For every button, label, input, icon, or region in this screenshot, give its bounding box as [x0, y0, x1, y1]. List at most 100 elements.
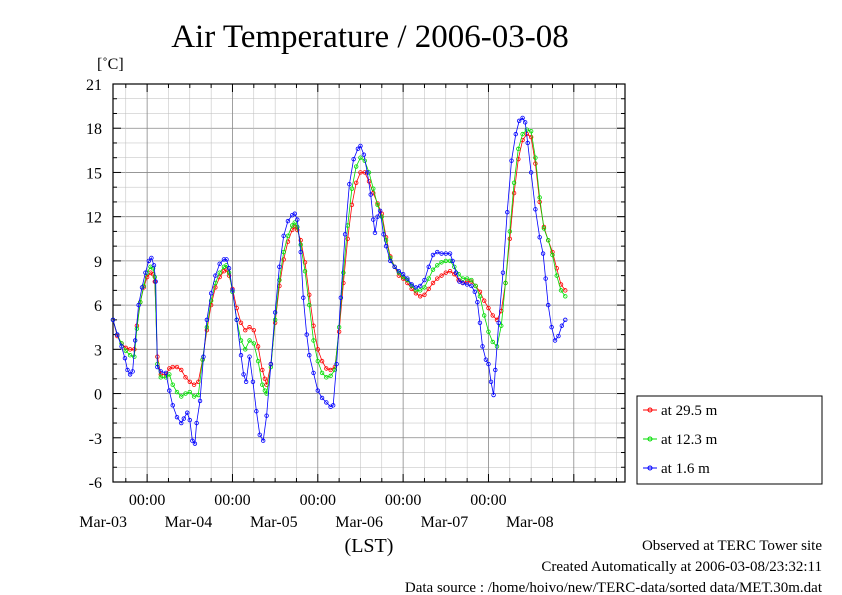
data-point	[119, 341, 124, 346]
data-point	[358, 155, 363, 160]
data-point	[260, 438, 266, 443]
data-point	[204, 317, 210, 323]
series-3	[110, 115, 568, 446]
data-point	[533, 207, 538, 212]
data-point	[464, 279, 470, 284]
data-point	[361, 152, 367, 157]
data-point	[342, 232, 348, 237]
data-point	[153, 279, 158, 284]
data-point	[238, 320, 244, 325]
legend-box	[636, 395, 823, 485]
data-point	[285, 233, 291, 239]
data-point	[167, 388, 172, 393]
data-point	[130, 369, 135, 374]
data-point	[170, 382, 175, 387]
data-point	[281, 249, 286, 255]
data-point	[136, 302, 141, 308]
data-point	[174, 389, 180, 395]
data-point	[546, 238, 551, 243]
data-point	[418, 294, 423, 299]
data-point	[194, 420, 199, 426]
data-point	[503, 280, 508, 286]
data-point	[396, 273, 402, 278]
data-point	[426, 286, 431, 292]
data-point	[127, 347, 133, 352]
data-point	[550, 252, 555, 258]
data-point	[304, 332, 309, 337]
data-point	[234, 317, 239, 323]
data-point	[144, 274, 150, 280]
data-point	[452, 264, 457, 269]
data-point	[507, 229, 512, 234]
x-tick-date-label: Mar-04	[165, 514, 213, 531]
data-point	[217, 270, 222, 275]
data-point	[241, 372, 246, 377]
data-point	[191, 382, 197, 387]
legend-entries: at 29.5 m at 12.3 m at 1.6 m	[643, 403, 718, 477]
data-point	[260, 367, 265, 373]
data-point	[546, 302, 551, 308]
data-point	[371, 217, 376, 222]
x-tick-date-label: Mar-07	[421, 514, 469, 531]
data-point	[409, 282, 414, 287]
data-point	[185, 410, 190, 415]
data-point	[354, 180, 359, 185]
data-point	[418, 288, 423, 293]
data-point	[191, 394, 197, 399]
data-point	[383, 243, 389, 249]
data-point	[375, 202, 380, 208]
grid-lines	[113, 83, 625, 483]
data-point	[430, 280, 436, 286]
data-point	[272, 310, 278, 315]
data-point	[477, 294, 483, 299]
data-point	[499, 323, 504, 328]
y-tick-label: 21	[86, 77, 102, 94]
data-point	[149, 255, 154, 261]
data-point	[439, 251, 444, 256]
data-point	[558, 288, 564, 293]
x-tick-date-label: Mar-05	[250, 514, 298, 531]
data-point	[377, 208, 383, 213]
data-point	[413, 285, 419, 290]
data-point	[358, 170, 363, 175]
data-point	[383, 238, 389, 243]
data-point	[127, 353, 133, 358]
data-point	[460, 280, 466, 286]
x-tick-date-label: Mar-03	[79, 514, 127, 531]
data-point	[418, 283, 423, 289]
data-point	[208, 291, 214, 296]
data-point	[324, 366, 329, 371]
data-point	[264, 413, 269, 418]
data-point	[405, 276, 410, 281]
data-point	[181, 416, 187, 421]
data-point	[490, 313, 495, 318]
data-point	[443, 258, 448, 264]
data-point	[349, 186, 355, 191]
data-point	[238, 353, 244, 358]
data-point	[422, 277, 427, 283]
data-point	[435, 276, 440, 281]
data-point	[341, 270, 346, 275]
data-point	[315, 347, 320, 352]
data-point	[251, 341, 256, 346]
data-point	[307, 292, 312, 297]
data-point	[187, 417, 192, 423]
data-point	[226, 270, 232, 275]
data-point	[559, 323, 565, 328]
data-point	[422, 285, 427, 290]
data-point	[543, 276, 548, 281]
data-point	[464, 276, 470, 281]
data-point	[439, 273, 444, 278]
data-point	[516, 156, 521, 162]
data-point	[491, 392, 496, 398]
chart-title: Air Temperature / 2006-03-08	[171, 19, 569, 55]
data-point	[213, 273, 218, 278]
data-point	[563, 288, 568, 293]
y-tick-label: 12	[86, 210, 102, 227]
data-point	[158, 375, 163, 380]
data-point	[311, 370, 316, 376]
data-point	[187, 379, 192, 384]
data-point	[400, 271, 406, 277]
data-point	[486, 329, 491, 334]
data-point	[435, 263, 440, 268]
